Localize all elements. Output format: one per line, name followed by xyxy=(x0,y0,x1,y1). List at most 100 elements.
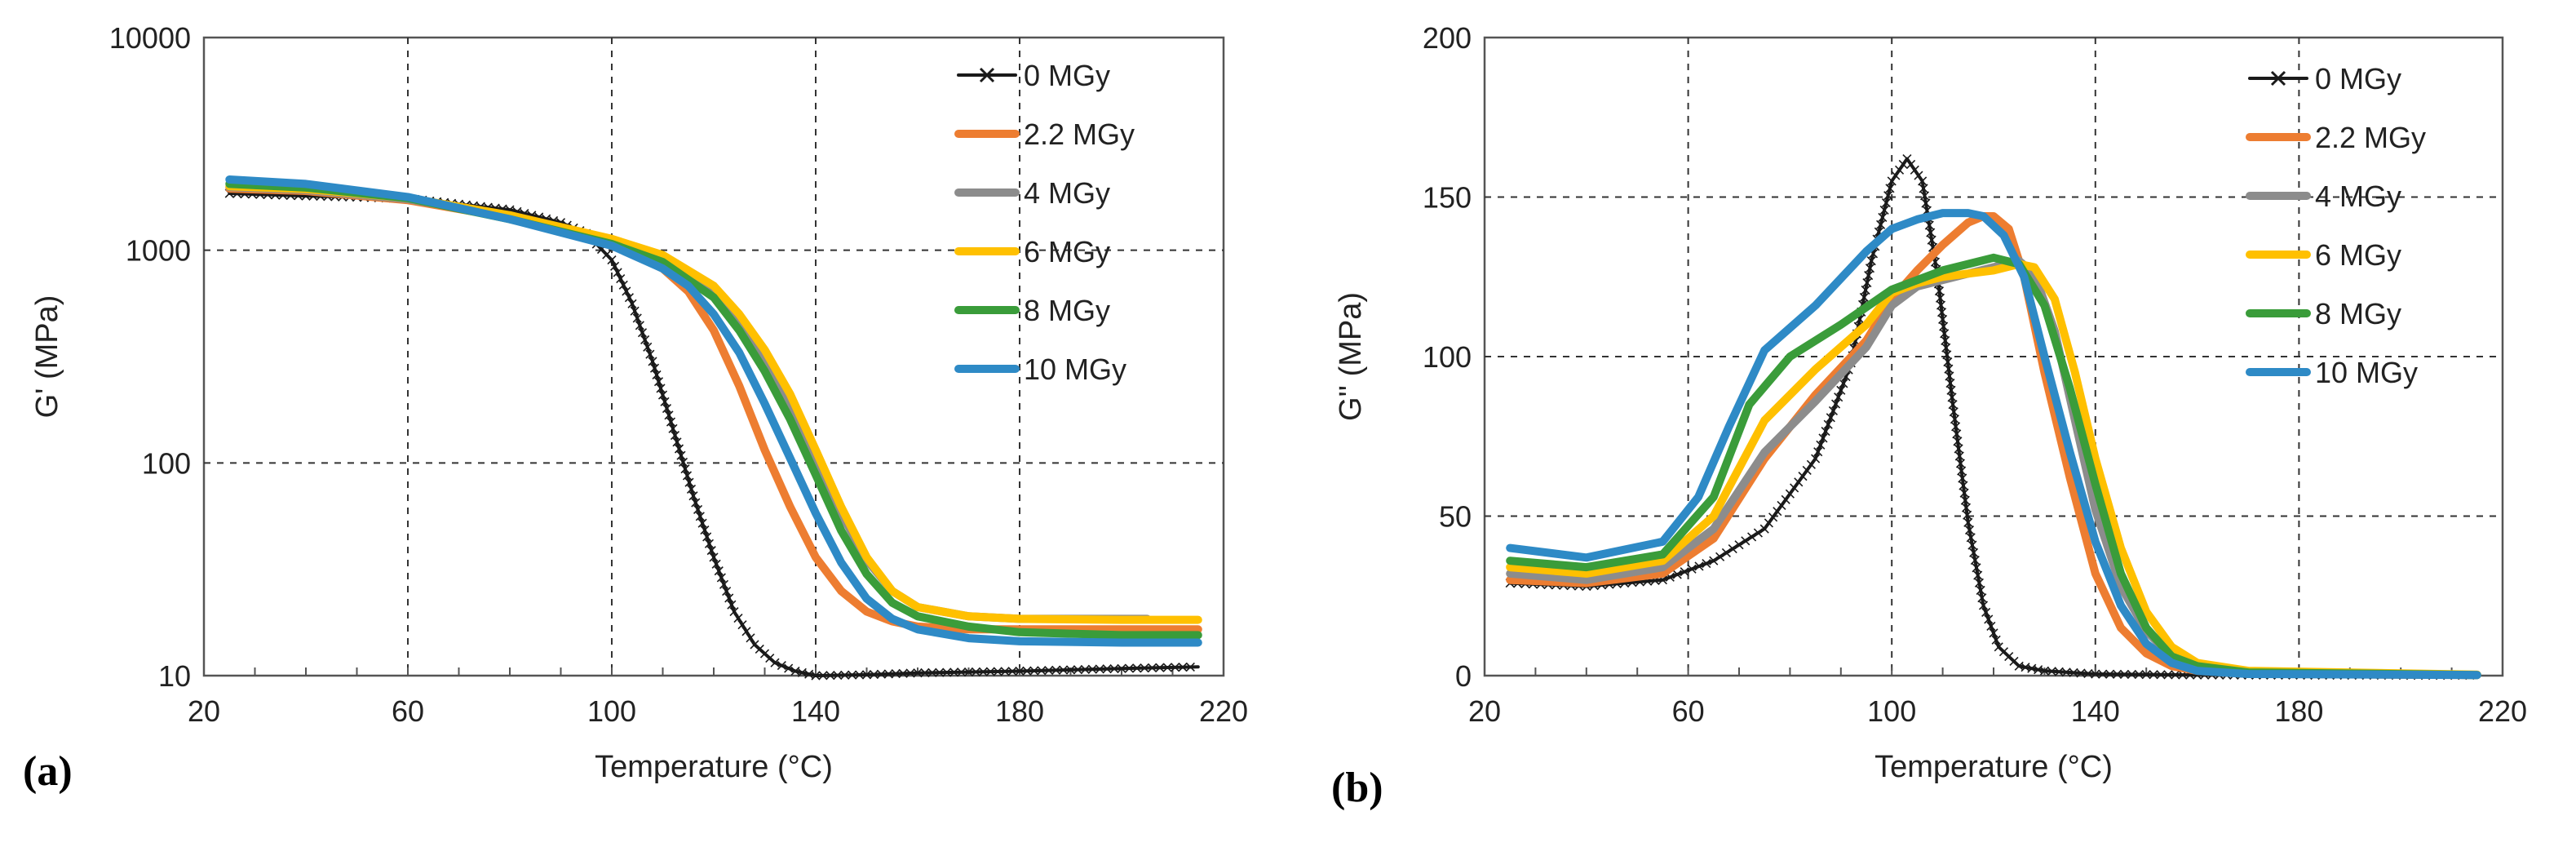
data-point-marker xyxy=(664,410,674,420)
data-point-marker xyxy=(645,349,655,359)
data-point-marker xyxy=(1836,385,1846,395)
data-point-marker xyxy=(672,437,682,447)
data-point-marker xyxy=(1007,667,1017,676)
data-point-marker xyxy=(1887,176,1897,186)
data-point-marker xyxy=(1080,664,1090,674)
y-tick-label: 10000 xyxy=(109,21,191,55)
data-point-marker xyxy=(883,669,893,679)
data-point-marker xyxy=(963,667,974,677)
data-point-marker xyxy=(1879,205,1889,215)
x-tick-label: 60 xyxy=(1672,694,1705,728)
legend-label: 8 MGy xyxy=(1024,294,1110,327)
x-tick-label: 140 xyxy=(791,694,840,728)
data-point-marker xyxy=(1073,665,1082,675)
data-point-marker xyxy=(702,532,712,542)
data-point-marker xyxy=(2163,670,2173,680)
data-point-marker xyxy=(1680,567,1689,577)
x-tick-label: 220 xyxy=(2478,694,2527,728)
data-point-marker xyxy=(746,633,755,643)
data-point-marker xyxy=(2069,667,2078,677)
data-point-marker xyxy=(1865,264,1875,273)
data-point-marker xyxy=(622,286,631,296)
data-point-marker xyxy=(693,504,703,515)
data-point-marker xyxy=(607,255,617,265)
data-point-marker xyxy=(680,464,690,474)
data-point-marker xyxy=(1918,176,1928,186)
data-point-marker xyxy=(1811,454,1821,463)
data-point-marker xyxy=(949,667,959,677)
data-point-marker xyxy=(1952,429,1962,439)
data-point-marker xyxy=(1878,212,1888,222)
y-tick-label: 100 xyxy=(142,446,191,480)
data-point-marker xyxy=(978,667,988,676)
data-point-marker xyxy=(1989,628,1998,638)
data-point-marker xyxy=(678,457,688,468)
data-point-marker xyxy=(1022,666,1032,676)
data-point-marker xyxy=(1102,664,1112,674)
data-point-marker xyxy=(825,671,835,681)
data-point-marker xyxy=(1977,593,1987,603)
data-point-marker xyxy=(1816,440,1826,450)
data-point-marker xyxy=(2076,668,2086,678)
data-point-marker xyxy=(1866,256,1876,266)
data-point-marker xyxy=(1764,518,1773,528)
data-point-marker xyxy=(1178,663,1188,672)
data-point-marker xyxy=(1910,165,1919,175)
data-point-marker xyxy=(818,671,828,681)
legend-label: 4 MGy xyxy=(1024,176,1110,210)
data-point-marker xyxy=(1891,171,1901,180)
data-point-marker xyxy=(733,614,743,623)
x-tick-label: 140 xyxy=(2071,694,2120,728)
data-point-marker xyxy=(1957,466,1967,476)
data-point-marker xyxy=(804,669,814,679)
legend-label: 0 MGy xyxy=(1024,59,1110,92)
legend-label: 8 MGy xyxy=(2315,297,2401,330)
data-point-marker xyxy=(691,498,701,508)
data-point-marker xyxy=(1798,472,1808,481)
y-tick-label: 200 xyxy=(1423,21,1472,55)
data-point-marker xyxy=(1927,235,1936,245)
data-point-marker xyxy=(722,587,732,596)
data-point-marker xyxy=(662,404,672,414)
data-point-marker xyxy=(1970,555,1980,565)
data-point-marker xyxy=(2141,670,2151,680)
data-point-marker xyxy=(637,328,648,338)
x-tick-label: 180 xyxy=(2274,694,2323,728)
data-point-marker xyxy=(898,668,908,678)
legend-label: 2.2 MGy xyxy=(2315,121,2426,154)
data-point-marker xyxy=(714,566,724,576)
data-point-marker xyxy=(719,579,729,589)
data-point-marker xyxy=(1095,664,1104,674)
x-axis-label: Temperature (°C) xyxy=(1874,750,2113,784)
data-point-marker xyxy=(1109,663,1119,674)
data-point-marker xyxy=(1967,540,1977,550)
data-point-marker xyxy=(1963,510,1972,520)
data-point-marker xyxy=(1978,601,1989,610)
x-tick-label: 60 xyxy=(392,694,424,728)
data-point-marker xyxy=(1000,667,1010,676)
panel-label: (a) xyxy=(23,748,73,795)
data-point-marker xyxy=(985,667,995,676)
data-point-marker xyxy=(848,670,857,680)
data-point-marker xyxy=(1974,578,1984,588)
data-point-marker xyxy=(1959,481,1968,490)
data-point-marker xyxy=(1694,561,1704,571)
data-point-marker xyxy=(613,268,622,277)
data-point-marker xyxy=(905,668,915,678)
data-point-marker xyxy=(2105,669,2115,679)
data-point-marker xyxy=(1823,419,1833,429)
data-point-marker xyxy=(648,357,657,366)
data-point-marker xyxy=(1029,666,1039,676)
data-point-marker xyxy=(1885,184,1895,193)
data-point-marker xyxy=(790,666,800,676)
data-point-marker xyxy=(727,600,737,610)
y-tick-label: 150 xyxy=(1423,181,1472,215)
data-point-marker xyxy=(913,668,923,678)
data-point-marker xyxy=(1773,507,1782,517)
series-line-2-2-mgy xyxy=(1506,212,2481,680)
data-point-marker xyxy=(1955,459,1966,468)
data-point-marker xyxy=(1953,437,1963,446)
data-point-marker xyxy=(700,525,710,535)
series-line-6-mgy xyxy=(1506,259,2481,679)
